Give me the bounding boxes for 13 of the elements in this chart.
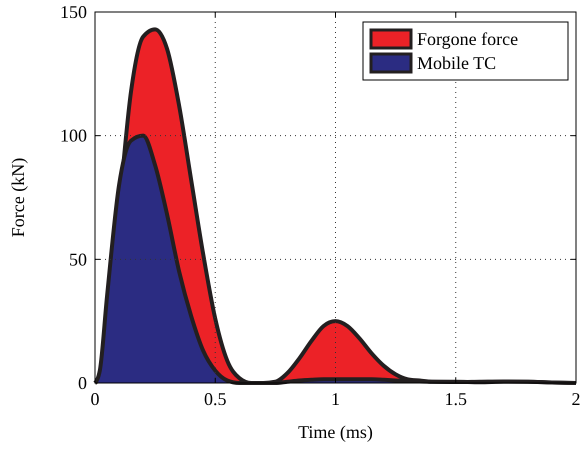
y-tick-label: 50 <box>69 249 87 270</box>
x-tick-label: 2 <box>572 389 580 409</box>
y-tick-label: 0 <box>78 373 87 393</box>
y-tick-label: 100 <box>60 126 87 146</box>
x-tick-label: 1.5 <box>444 389 467 409</box>
x-tick-label: 1 <box>331 389 340 409</box>
legend-label: Forgone force <box>417 29 518 49</box>
y-tick-label: 150 <box>60 2 87 22</box>
x-tick-label: 0 <box>90 389 100 409</box>
legend-label: Mobile TC <box>417 53 496 73</box>
y-axis-title: Force (kN) <box>8 158 28 238</box>
x-tick-label: 0.5 <box>204 389 226 409</box>
x-axis-title: Time (ms) <box>298 422 373 442</box>
